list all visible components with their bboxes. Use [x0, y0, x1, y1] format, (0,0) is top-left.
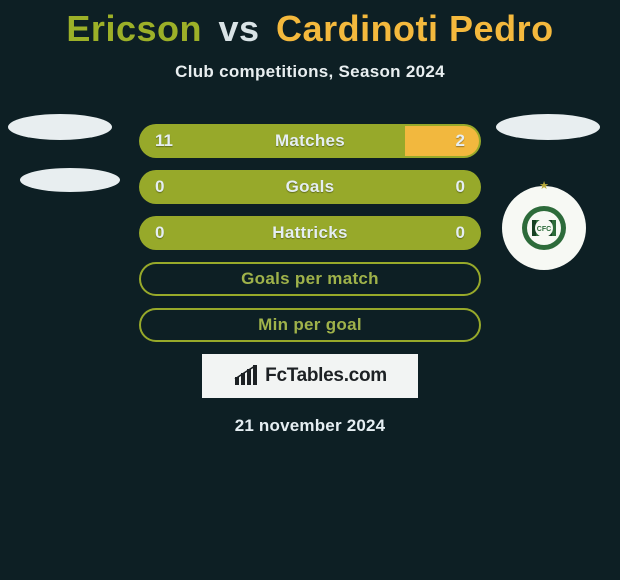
- content-area: ★ CFC: [0, 124, 620, 436]
- club-badge: ★ CFC: [502, 186, 586, 270]
- stat-label: Min per goal: [141, 315, 479, 335]
- date-text: 21 november 2024: [0, 416, 620, 436]
- stat-label: Hattricks: [141, 223, 479, 243]
- site-logo: FcTables.com: [202, 354, 418, 398]
- club-badge-svg: CFC: [521, 205, 567, 251]
- left-placeholder-stack: [8, 114, 120, 220]
- logo-text: FcTables.com: [265, 365, 387, 387]
- placeholder-ellipse: [20, 168, 120, 192]
- placeholder-ellipse: [496, 114, 600, 140]
- stat-value-right: 0: [456, 177, 465, 197]
- placeholder-ellipse: [8, 114, 112, 140]
- stat-row-goals: 0 Goals 0: [139, 170, 481, 204]
- club-badge-inner: CFC: [521, 205, 567, 251]
- bars-icon: [233, 365, 259, 387]
- svg-text:CFC: CFC: [537, 226, 551, 233]
- star-icon: ★: [539, 179, 549, 192]
- stat-label: Matches: [141, 131, 479, 151]
- logo-name: FcTables: [265, 365, 344, 386]
- stat-row-matches: 11 Matches 2: [139, 124, 481, 158]
- stat-value-right: 0: [456, 223, 465, 243]
- stat-value-right: 2: [456, 131, 465, 151]
- stat-label: Goals: [141, 177, 479, 197]
- title-vs: vs: [218, 8, 259, 49]
- stat-label: Goals per match: [141, 269, 479, 289]
- subtitle: Club competitions, Season 2024: [0, 62, 620, 82]
- stat-row-gpm: Goals per match: [139, 262, 481, 296]
- right-placeholder-stack: ★ CFC: [496, 114, 600, 270]
- stat-row-hattricks: 0 Hattricks 0: [139, 216, 481, 250]
- page-title: Ericson vs Cardinoti Pedro: [0, 0, 620, 50]
- stat-row-mpg: Min per goal: [139, 308, 481, 342]
- player1-name: Ericson: [66, 8, 202, 49]
- stat-bars: 11 Matches 2 0 Goals 0 0 Hattricks 0 Goa…: [139, 124, 481, 342]
- logo-suffix: .com: [344, 365, 387, 386]
- player2-name: Cardinoti Pedro: [276, 8, 554, 49]
